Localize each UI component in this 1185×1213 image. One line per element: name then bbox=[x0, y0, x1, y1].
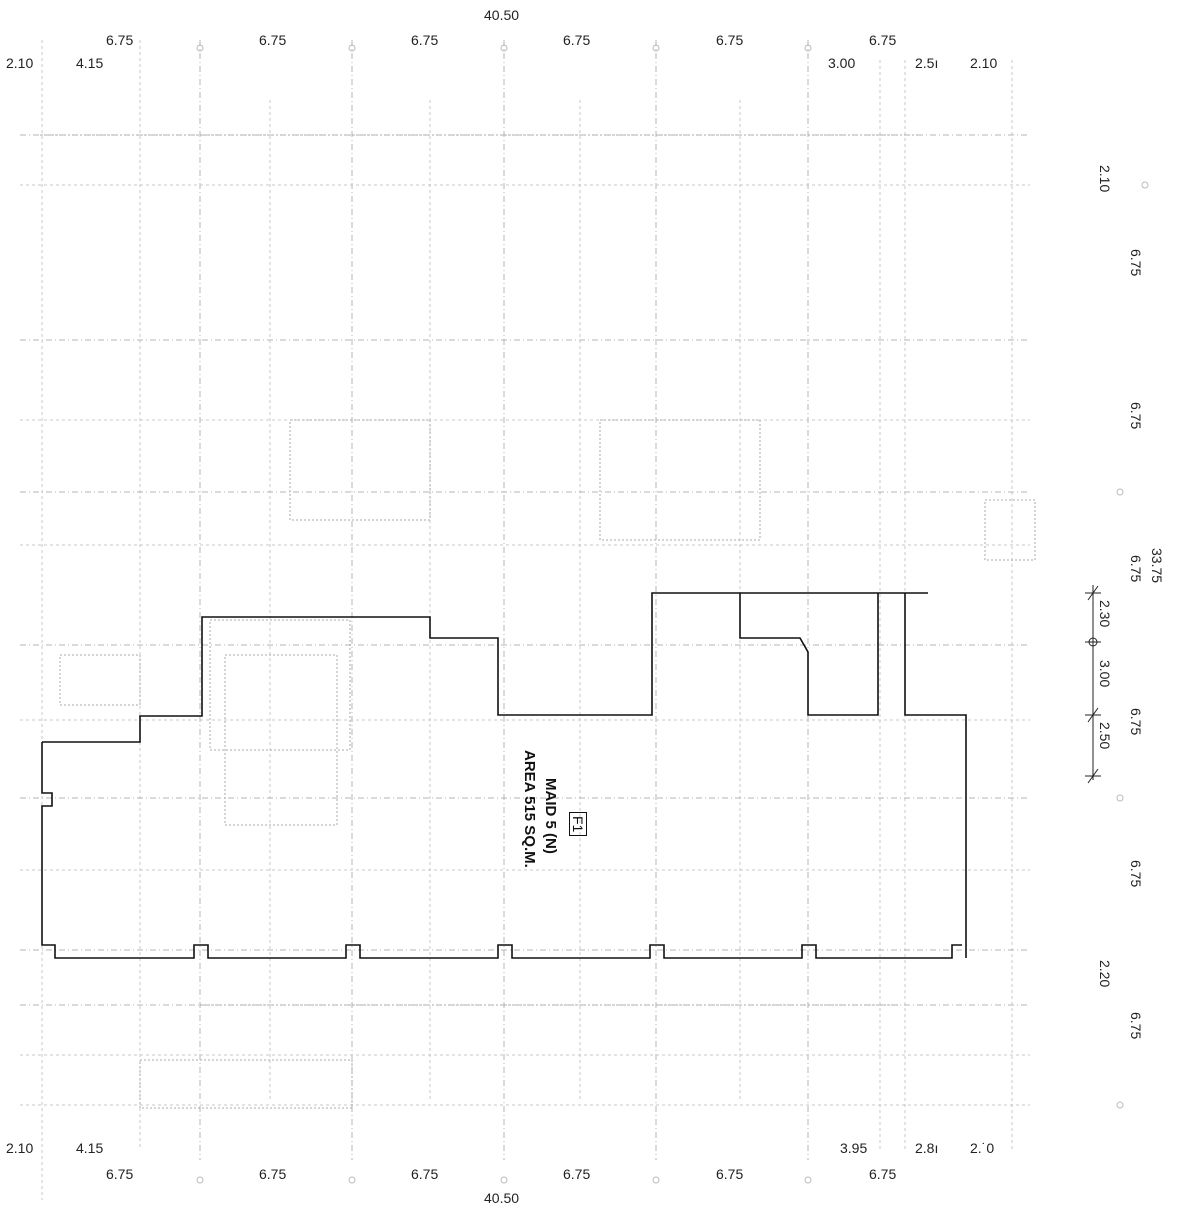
top-left-edge-dimension: 2.10 bbox=[6, 55, 34, 71]
right-bay-dimension: 6.75 bbox=[1128, 249, 1144, 277]
top-bay-dimension: 6.75 bbox=[716, 32, 744, 48]
top-left-offset-dimension: 4.15 bbox=[76, 55, 104, 71]
bottom-bay-dimension: 6.75 bbox=[563, 1166, 591, 1182]
right-detail-markers bbox=[1085, 585, 1101, 784]
top-bay-dimension: 6.75 bbox=[869, 32, 897, 48]
bottom-right-dimension-c: 2.˙0 bbox=[970, 1140, 995, 1156]
right-top-edge-dimension: 2.10 bbox=[1097, 165, 1113, 193]
row-grid bbox=[20, 134, 1030, 1106]
top-bay-dimension: 6.75 bbox=[259, 32, 287, 48]
right-bay-dimension: 6.75 bbox=[1128, 860, 1144, 888]
right-detail-dimension: 2.50 bbox=[1097, 722, 1113, 750]
existing-walls bbox=[40, 134, 1036, 1109]
bottom-left-edge-dimension: 2.10 bbox=[6, 1140, 34, 1156]
room-outline bbox=[41, 592, 967, 959]
right-bay-dimension: 6.75 bbox=[1128, 1012, 1144, 1040]
right-bay-dimension: 6.75 bbox=[1128, 402, 1144, 430]
room-area-label: AREA 515 SQ.M. bbox=[521, 750, 538, 868]
right-detail-dimension: 2.30 bbox=[1097, 600, 1113, 628]
right-bay-dimension: 6.75 bbox=[1128, 708, 1144, 736]
bottom-overall-dimension: 40.50 bbox=[484, 1190, 520, 1206]
room-name-label: MAID 5 (N) bbox=[542, 778, 559, 854]
right-detail-dimension: 3.00 bbox=[1097, 660, 1113, 688]
bottom-right-dimension-b: 2.8ı bbox=[915, 1140, 939, 1156]
bottom-bay-dimension: 6.75 bbox=[716, 1166, 744, 1182]
bottom-left-offset-dimension: 4.15 bbox=[76, 1140, 104, 1156]
top-overall-dimension: 40.50 bbox=[484, 7, 520, 23]
top-right-dimension-a: 3.00 bbox=[828, 55, 856, 71]
grid-bubbles bbox=[196, 44, 1149, 1184]
right-overall-dimension: 33.75 bbox=[1149, 548, 1165, 584]
bottom-bay-dimension: 6.75 bbox=[869, 1166, 897, 1182]
top-right-dimension-c: 2.10 bbox=[970, 55, 998, 71]
bottom-bay-dimension: 6.75 bbox=[259, 1166, 287, 1182]
top-right-dimension-b: 2.5ı bbox=[915, 55, 939, 71]
bottom-bay-dimension: 6.75 bbox=[411, 1166, 439, 1182]
bottom-bay-dimension: 6.75 bbox=[106, 1166, 134, 1182]
right-bottom-edge-dimension: 2.20 bbox=[1097, 960, 1113, 988]
right-bay-dimension: 6.75 bbox=[1128, 555, 1144, 583]
top-bay-dimension: 6.75 bbox=[106, 32, 134, 48]
top-bay-dimension: 6.75 bbox=[563, 32, 591, 48]
bottom-right-dimension-a: 3.95 bbox=[840, 1140, 868, 1156]
room-id-tag: F1 bbox=[569, 812, 587, 837]
top-bay-dimension: 6.75 bbox=[411, 32, 439, 48]
column-grid bbox=[41, 40, 1013, 1200]
